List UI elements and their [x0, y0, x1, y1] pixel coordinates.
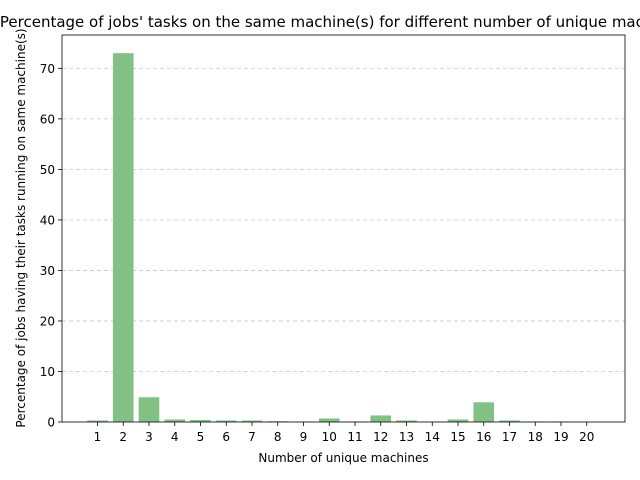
x-tick-label-18: 18 — [528, 430, 543, 444]
y-tick-label-0: 0 — [47, 416, 55, 430]
bar-4 — [164, 419, 186, 422]
x-tick-label-3: 3 — [145, 430, 153, 444]
chart-title: Percentage of jobs' tasks on the same ma… — [0, 13, 640, 31]
bar-16 — [473, 402, 495, 422]
bar-17 — [499, 420, 520, 422]
bar-12 — [370, 415, 392, 422]
y-tick-label-6: 60 — [40, 112, 55, 126]
bar-7 — [241, 420, 263, 422]
bar-13 — [396, 420, 417, 422]
bar-10 — [318, 418, 340, 422]
bar-5 — [190, 419, 211, 422]
x-tick-label-12: 12 — [373, 430, 388, 444]
x-axis-label: Number of unique machines — [258, 451, 428, 465]
y-tick-label-7: 70 — [40, 62, 55, 76]
grid-lines — [62, 67, 625, 372]
plot-frame — [61, 34, 626, 423]
bar-6 — [215, 420, 237, 422]
x-tick-label-19: 19 — [553, 430, 568, 444]
x-tick-label-4: 4 — [171, 430, 179, 444]
x-tick-label-1: 1 — [94, 430, 102, 444]
bar-2 — [112, 53, 134, 422]
x-tick-label-10: 10 — [322, 430, 337, 444]
x-tick-label-2: 2 — [119, 430, 127, 444]
y-tick-label-4: 40 — [40, 213, 55, 227]
bar-3 — [138, 397, 160, 422]
y-tick-label-2: 20 — [40, 314, 55, 328]
y-tick-label-5: 50 — [40, 163, 55, 177]
bars — [87, 53, 598, 422]
y-tick-label-3: 30 — [40, 264, 55, 278]
x-tick-label-8: 8 — [274, 430, 282, 444]
x-tick-label-20: 20 — [579, 430, 594, 444]
bar-15 — [447, 419, 469, 422]
y-axis-label: Percentage of jobs having their tasks ru… — [14, 28, 28, 427]
x-tick-label-13: 13 — [399, 430, 414, 444]
x-tick-label-7: 7 — [248, 430, 256, 444]
x-tick-label-5: 5 — [197, 430, 205, 444]
x-tick-label-6: 6 — [222, 430, 230, 444]
y-tick-label-1: 10 — [40, 365, 55, 379]
x-tick-label-14: 14 — [425, 430, 440, 444]
x-tick-label-11: 11 — [347, 430, 362, 444]
x-tick-label-17: 17 — [502, 430, 517, 444]
x-tick-label-9: 9 — [300, 430, 308, 444]
x-tick-label-15: 15 — [450, 430, 465, 444]
x-tick-label-16: 16 — [476, 430, 491, 444]
bar-1 — [87, 420, 108, 422]
